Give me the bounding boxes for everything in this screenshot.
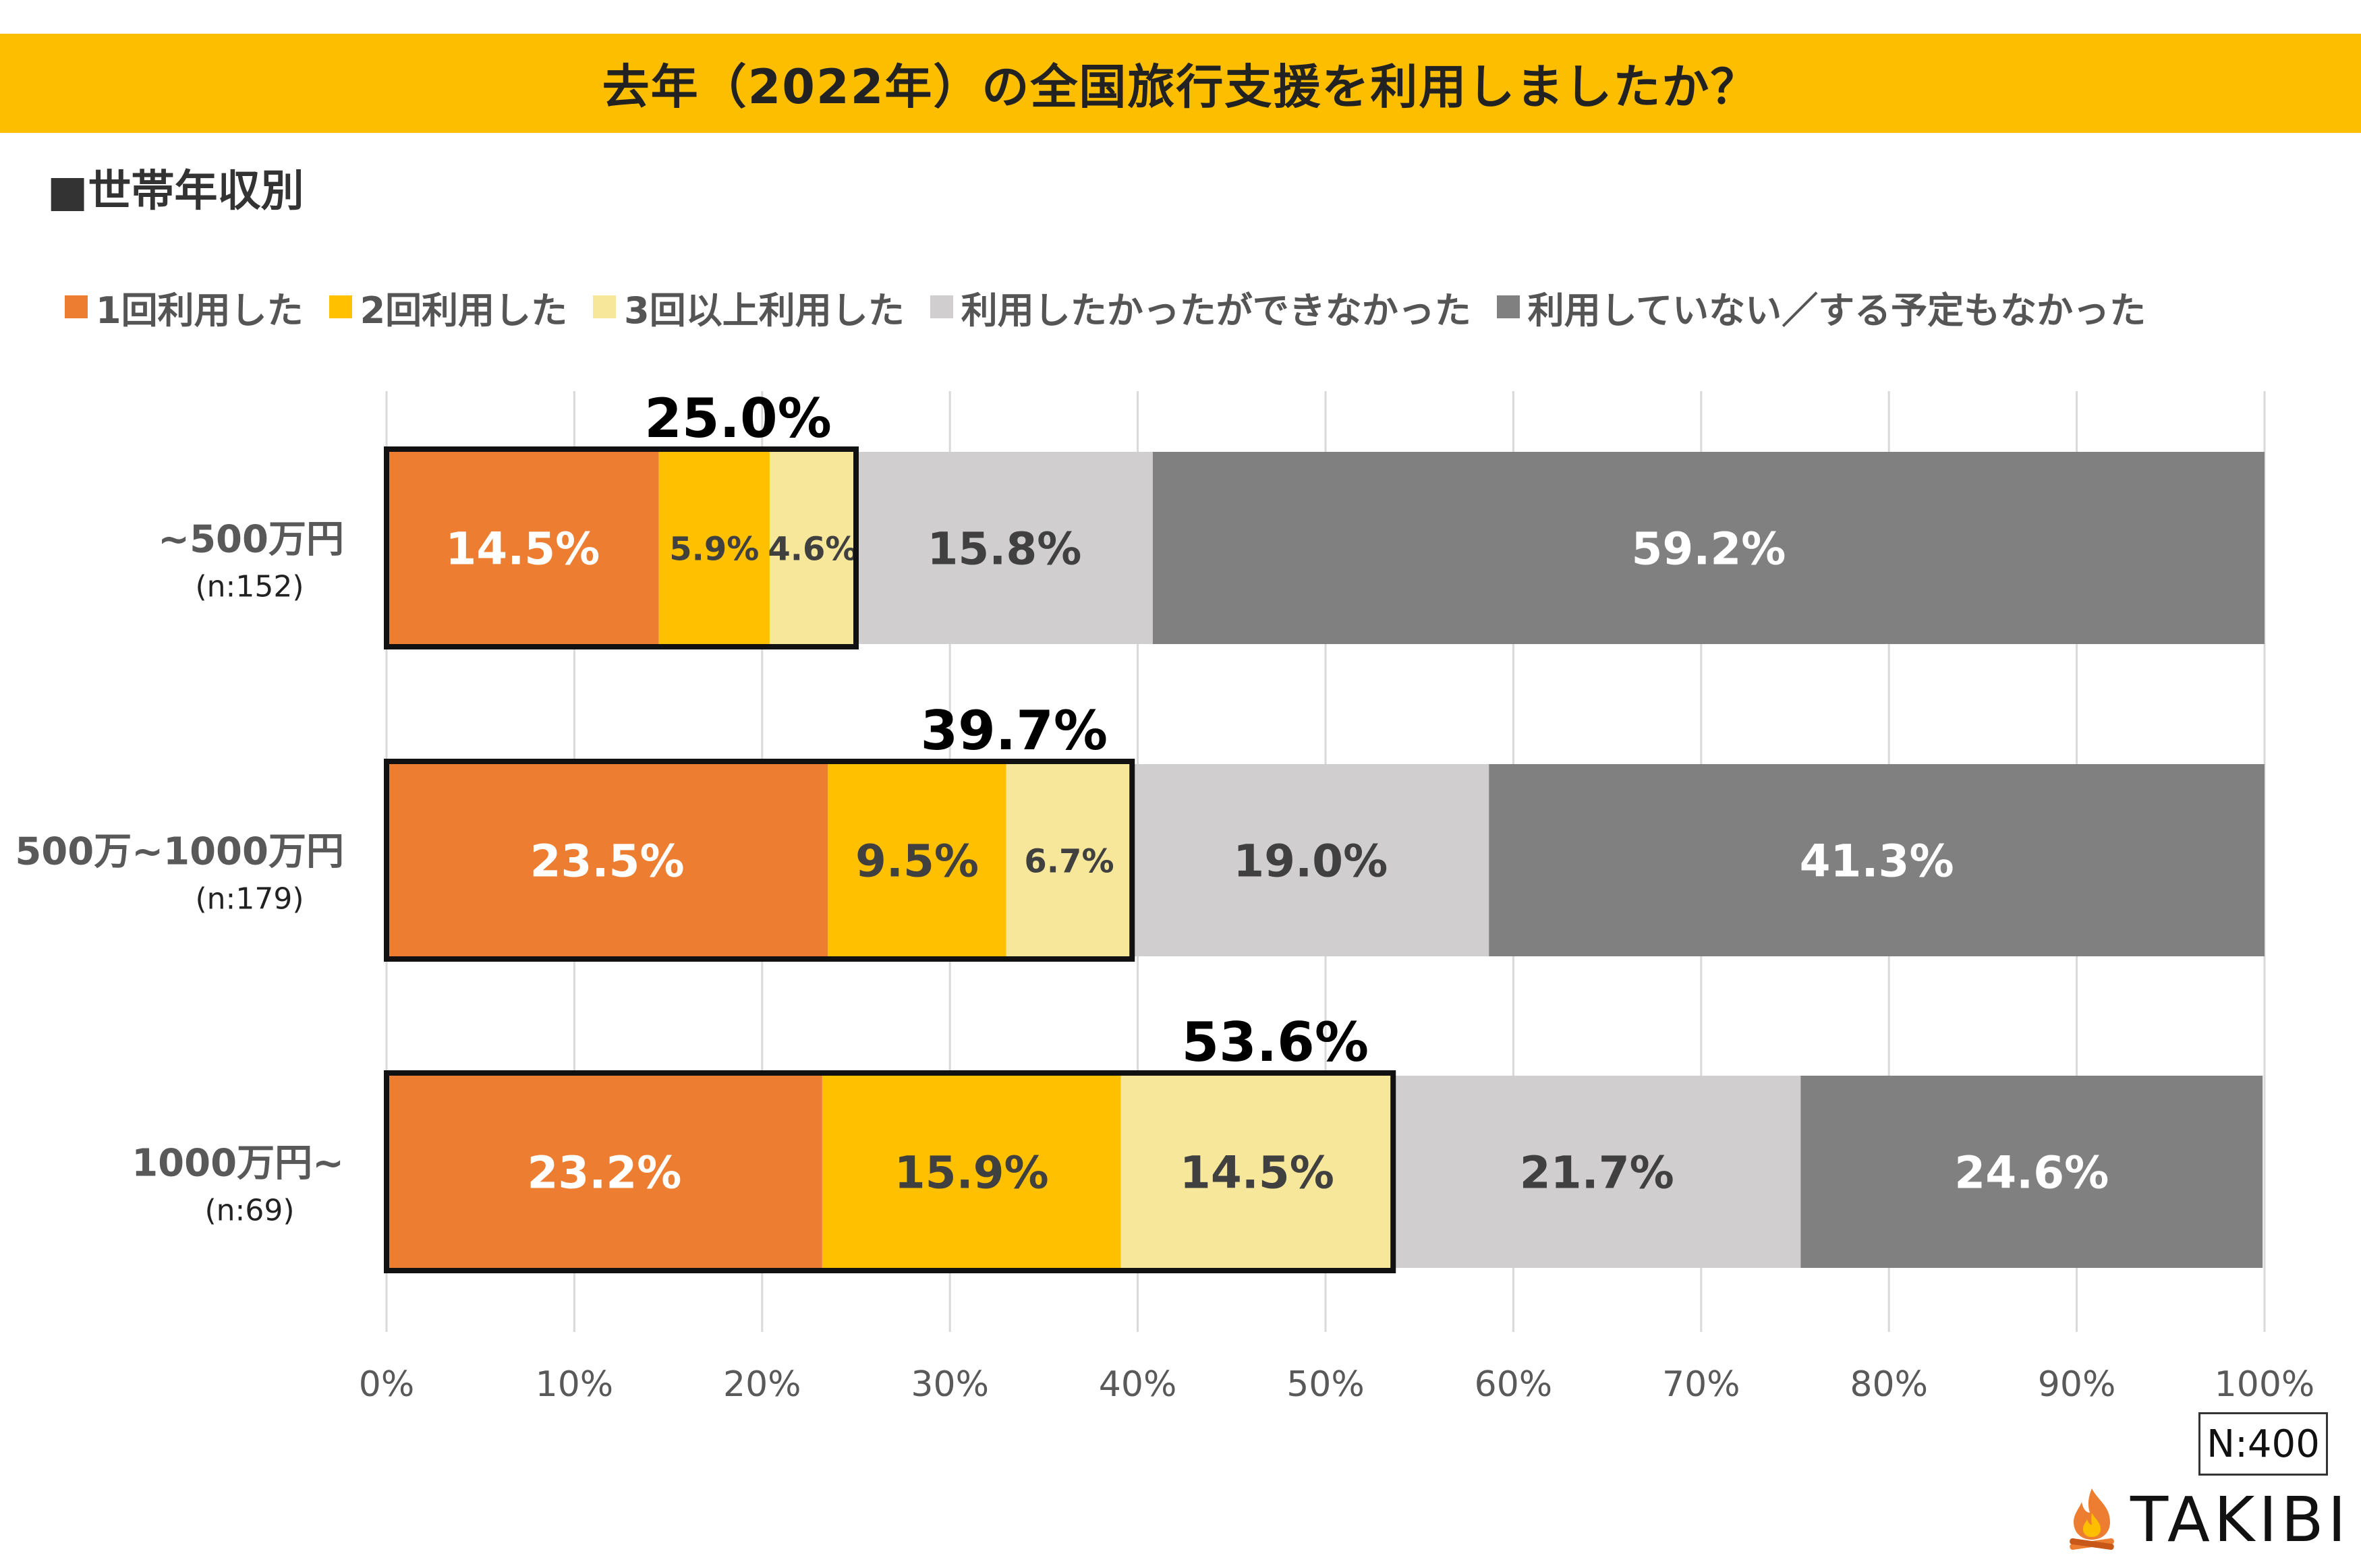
x-tick-label: 40% xyxy=(1099,1364,1177,1405)
legend: 1回利用した 2回利用した 3回以上利用した 利用したかったができなかった 利用していな… xyxy=(65,280,2171,334)
x-tick-label: 30% xyxy=(911,1364,989,1405)
x-tick-label: 100% xyxy=(2215,1364,2315,1405)
data-label: 19.0% xyxy=(1233,836,1388,888)
bar-segment xyxy=(387,764,828,956)
x-tick-label: 10% xyxy=(536,1364,614,1405)
brand-name: TAKIBI xyxy=(2130,1483,2350,1556)
data-label: 14.5% xyxy=(1180,1147,1334,1199)
bar-segment xyxy=(658,452,770,644)
data-label: 15.9% xyxy=(894,1147,1049,1199)
x-tick-label: 0% xyxy=(359,1364,415,1405)
data-label: 24.6% xyxy=(1954,1147,2109,1199)
legend-item: 利用したかったができなかった xyxy=(930,281,1471,334)
flame-icon xyxy=(2070,1488,2114,1550)
bar-segment xyxy=(1006,764,1133,956)
data-label: 6.7% xyxy=(1024,843,1114,881)
data-label: 41.3% xyxy=(1800,836,1954,888)
legend-swatch xyxy=(593,295,617,318)
legend-swatch xyxy=(930,295,953,318)
x-tick-label: 80% xyxy=(1850,1364,1928,1405)
x-tick-label: 60% xyxy=(1475,1364,1553,1405)
category-sample-size: (n:152) xyxy=(195,570,304,604)
bar-segment xyxy=(1800,1076,2263,1268)
chart-title: 去年（2022年）の全国旅行支援を利用しましたか？ xyxy=(602,59,1759,115)
legend-swatch xyxy=(1496,295,1520,318)
bar-segment xyxy=(828,764,1006,956)
bar-segment xyxy=(387,1076,822,1268)
data-label: 9.5% xyxy=(855,836,979,888)
bar-segment xyxy=(769,452,856,644)
legend-item: 3回以上利用した xyxy=(593,281,905,334)
bar-segment xyxy=(822,1076,1121,1268)
highlight-outline xyxy=(384,1070,1396,1273)
total-used-label: 25.0% xyxy=(644,387,832,450)
highlight-outline xyxy=(384,446,859,649)
x-tick-label: 50% xyxy=(1286,1364,1365,1405)
bar-segment xyxy=(1489,764,2265,956)
data-label: 23.2% xyxy=(527,1147,681,1199)
total-used-label: 53.6% xyxy=(1181,1011,1369,1074)
total-used-label: 39.7% xyxy=(920,699,1108,762)
highlight-outline xyxy=(384,759,1135,962)
legend-swatch xyxy=(329,295,352,318)
section-label: ■世帯年収別 xyxy=(47,167,304,216)
category-sample-size: (n:69) xyxy=(204,1194,294,1228)
category-label: 1000万円~ xyxy=(132,1142,344,1186)
bar-segment xyxy=(1152,452,2265,644)
data-label: 5.9% xyxy=(669,531,759,569)
bar-segment xyxy=(387,452,659,644)
bar-segment xyxy=(1120,1076,1394,1268)
category-sample-size: (n:179) xyxy=(195,882,304,917)
bar-segment xyxy=(856,452,1153,644)
data-label: 23.5% xyxy=(530,836,685,888)
x-tick-label: 20% xyxy=(723,1364,801,1405)
legend-label: 利用したかったができなかった xyxy=(961,289,1471,332)
data-label: 59.2% xyxy=(1631,523,1786,575)
legend-swatch xyxy=(65,295,88,318)
legend-label: 1回利用した xyxy=(96,289,304,332)
category-label: 500万~1000万円 xyxy=(15,830,344,874)
bar-segment xyxy=(1132,764,1489,956)
data-label: 15.8% xyxy=(927,523,1081,575)
x-tick-label: 70% xyxy=(1662,1364,1740,1405)
brand-logo: TAKIBI xyxy=(2063,1482,2350,1557)
data-label: 14.5% xyxy=(445,523,600,575)
sample-size-badge: N:400 xyxy=(2198,1412,2328,1476)
x-tick-label: 90% xyxy=(2038,1364,2116,1405)
bar-segment xyxy=(1393,1076,1801,1268)
legend-item: 1回利用した xyxy=(65,281,304,334)
category-label: ~500万円 xyxy=(158,518,344,562)
legend-item: 利用していない／する予定もなかった xyxy=(1496,281,2146,334)
legend-item: 2回利用した xyxy=(329,281,568,334)
legend-label: 利用していない／する予定もなかった xyxy=(1527,289,2146,332)
data-label: 4.6% xyxy=(768,531,857,569)
data-label: 21.7% xyxy=(1520,1147,1674,1199)
legend-label: 3回以上利用した xyxy=(624,289,905,332)
title-bar: 去年（2022年）の全国旅行支援を利用しましたか？ xyxy=(0,34,2361,133)
legend-label: 2回利用した xyxy=(360,289,568,332)
